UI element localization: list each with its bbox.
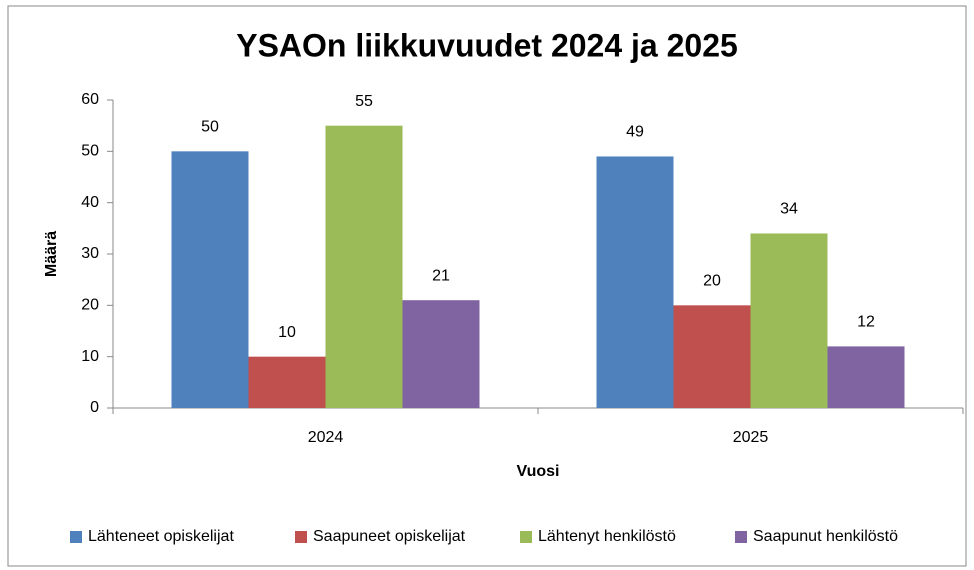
bar: [596, 156, 674, 408]
bar: [402, 300, 480, 408]
legend-swatch: [295, 531, 307, 543]
x-tick-label: 2024: [308, 429, 344, 446]
bar: [171, 151, 249, 409]
value-label: 50: [201, 119, 219, 136]
value-label: 10: [278, 324, 296, 341]
y-tick-label: 10: [81, 348, 99, 365]
bar: [827, 346, 905, 408]
y-tick-label: 40: [81, 194, 99, 211]
x-axis-label: Vuosi: [517, 463, 560, 480]
y-axis-label: Määrä: [43, 231, 60, 277]
bar: [248, 356, 326, 408]
legend-label: Lähtenyt henkilöstö: [538, 528, 676, 545]
y-tick-label: 20: [81, 297, 99, 314]
legend-label: Saapunut henkilöstö: [753, 528, 898, 545]
bar: [750, 233, 828, 408]
bar: [325, 125, 403, 409]
value-label: 21: [432, 267, 450, 284]
x-tick-label: 2025: [733, 429, 769, 446]
legend-swatch: [70, 531, 82, 543]
legend-swatch: [520, 531, 532, 543]
value-label: 34: [780, 201, 798, 218]
y-tick-label: 30: [81, 245, 99, 262]
bar: [673, 305, 751, 408]
y-tick-label: 0: [90, 399, 99, 416]
value-label: 12: [857, 314, 875, 331]
value-label: 49: [626, 124, 644, 141]
y-tick-label: 50: [81, 143, 99, 160]
chart-title: YSAOn liikkuvuudet 2024 ja 2025: [236, 27, 738, 63]
value-label: 20: [703, 273, 721, 290]
y-tick-label: 60: [81, 91, 99, 108]
legend-label: Lähteneet opiskelijat: [88, 528, 234, 545]
legend-swatch: [735, 531, 747, 543]
legend-label: Saapuneet opiskelijat: [313, 528, 466, 545]
value-label: 55: [355, 93, 373, 110]
